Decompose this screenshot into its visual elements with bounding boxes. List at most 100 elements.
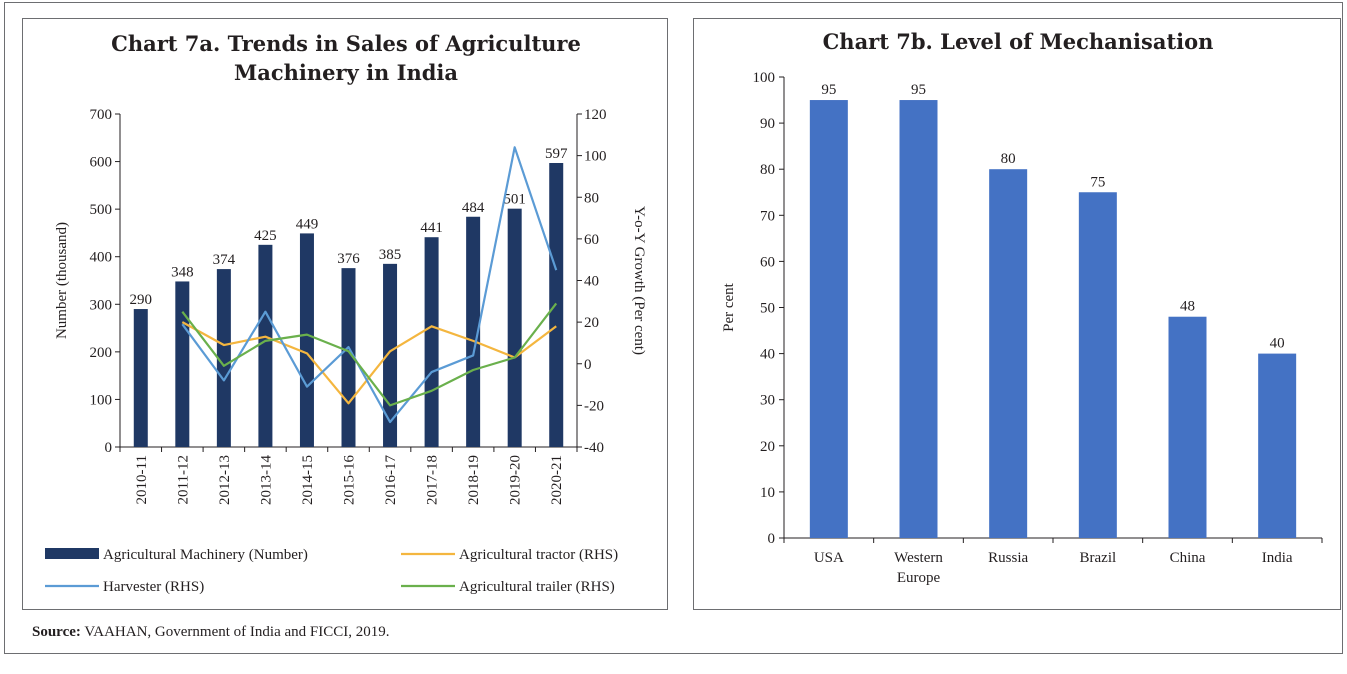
bar-value-label: 95	[821, 82, 836, 98]
y-tick-label: 100	[753, 70, 776, 86]
y-tick-label: 0	[768, 531, 776, 547]
y-tick-label: 60	[760, 254, 775, 270]
bar-mechanisation	[989, 169, 1028, 538]
bar-value-label: 40	[1270, 336, 1285, 352]
bar-value-label: 484	[462, 200, 485, 216]
x-tick-label: 2014-15	[300, 455, 316, 505]
chart-7b: Chart 7b. Level of Mechanisation 0 10 20 30 4…	[721, 29, 1323, 586]
bar-value-label: 290	[130, 292, 153, 308]
line-series-1	[181, 146, 558, 424]
bar-value-label: 597	[545, 146, 568, 162]
x-tick-label: 2016-17	[383, 455, 399, 505]
bar-mechanisation	[1168, 316, 1207, 538]
legend-label: Agricultural trailer (RHS)	[459, 579, 615, 595]
y2-tick-label: 100	[584, 149, 607, 165]
x-tick-label: 2012-13	[217, 455, 233, 505]
chart-7a: Chart 7a. Trends in Sales of Agriculture…	[45, 31, 647, 595]
y-tick-label: 30	[760, 393, 775, 409]
x-tick-label: 2011-12	[175, 455, 191, 504]
bar-value-label: 501	[503, 192, 526, 208]
y-tick-label: 400	[90, 250, 113, 266]
bar-value-label: 374	[213, 252, 236, 268]
chart-title: Chart 7b. Level of Mechanisation	[823, 29, 1214, 54]
figure-frame	[4, 2, 1343, 654]
legend-swatch	[45, 548, 99, 559]
x-tick-label: USA	[814, 550, 844, 566]
y-tick-label: 20	[760, 439, 775, 455]
y-tick-label: 10	[760, 485, 775, 501]
source-label: Source:	[32, 624, 81, 640]
y-tick-label: 40	[760, 347, 775, 363]
bar-machinery	[341, 268, 356, 447]
y2-tick-label: 0	[584, 357, 592, 373]
bar-machinery	[133, 309, 148, 447]
y2-tick-label: -40	[584, 440, 604, 456]
y2-tick-label: 60	[584, 232, 599, 248]
y-tick-label: 700	[90, 107, 113, 123]
source-text: VAAHAN, Government of India and FICCI, 2…	[80, 624, 390, 640]
bar-machinery	[299, 233, 314, 447]
bar-value-label: 441	[420, 220, 443, 236]
bar-mechanisation	[1258, 353, 1297, 538]
y-tick-label: 70	[760, 208, 775, 224]
bar-value-label: 95	[911, 82, 926, 98]
bar-machinery	[507, 208, 522, 447]
source-note: Source: VAAHAN, Government of India and …	[32, 624, 389, 641]
y-tick-label: 300	[90, 297, 113, 313]
legend-label: Harvester (RHS)	[103, 579, 204, 595]
legend-label: Agricultural tractor (RHS)	[459, 547, 618, 563]
bar-machinery	[175, 281, 190, 447]
bar-mechanisation	[1078, 192, 1117, 538]
x-tick-label: 2010-11	[134, 455, 150, 504]
bar-value-label: 348	[171, 264, 194, 280]
x-tick-label: Western	[894, 550, 943, 566]
x-tick-label: 2015-16	[342, 455, 358, 505]
y-tick-label: 0	[105, 440, 113, 456]
bar-machinery	[216, 269, 231, 447]
bar-machinery	[424, 237, 439, 447]
bar-machinery	[383, 263, 398, 447]
legend-label: Agricultural Machinery (Number)	[103, 547, 308, 563]
x-tick-label: Russia	[988, 550, 1028, 566]
x-tick-label: 2013-14	[258, 455, 274, 505]
y-tick-label: 50	[760, 301, 775, 317]
y-tick-label: 100	[90, 392, 113, 408]
x-tick-label: India	[1262, 550, 1293, 566]
y-axis-title: Number (thousand)	[54, 222, 70, 339]
bar-value-label: 449	[296, 216, 319, 232]
y-tick-label: 500	[90, 202, 113, 218]
line-series-2	[181, 302, 558, 407]
y2-tick-label: 40	[584, 274, 599, 290]
chart-7b-panel: Chart 7b. Level of Mechanisation 0 10 20 30 4…	[693, 18, 1341, 610]
y-tick-label: 200	[90, 345, 113, 361]
bar-machinery	[258, 244, 273, 447]
bar-mechanisation	[899, 100, 938, 539]
bar-machinery	[466, 216, 481, 447]
bar-value-label: 425	[254, 228, 277, 244]
chart-title-line2: Machinery in India	[234, 60, 458, 85]
y-tick-label: 90	[760, 116, 775, 132]
bar-value-label: 376	[337, 251, 360, 267]
y-tick-label: 600	[90, 155, 113, 171]
x-tick-label: Brazil	[1080, 550, 1117, 566]
bar-value-label: 385	[379, 247, 402, 263]
x-tick-label: China	[1170, 550, 1206, 566]
y2-tick-label: 120	[584, 107, 607, 123]
chart-title-line1: Chart 7a. Trends in Sales of Agriculture	[111, 31, 581, 56]
x-tick-label: Europe	[897, 570, 941, 586]
y2-axis-title: Y-o-Y Growth (Per cent)	[631, 206, 647, 355]
x-tick-label: 2017-18	[425, 455, 441, 505]
bar-value-label: 75	[1090, 174, 1105, 190]
x-tick-label: 2018-19	[466, 455, 482, 505]
chart-7a-panel: Chart 7a. Trends in Sales of Agriculture…	[22, 18, 668, 610]
bar-value-label: 80	[1001, 151, 1016, 167]
bar-mechanisation	[809, 100, 848, 539]
y-axis-title: Per cent	[721, 282, 737, 332]
x-tick-label: 2019-20	[508, 455, 524, 505]
y2-tick-label: -20	[584, 398, 604, 414]
bar-value-label: 48	[1180, 299, 1195, 315]
x-tick-label: 2020-21	[549, 455, 565, 505]
y2-tick-label: 80	[584, 190, 599, 206]
y-tick-label: 80	[760, 162, 775, 178]
y2-tick-label: 20	[584, 315, 599, 331]
